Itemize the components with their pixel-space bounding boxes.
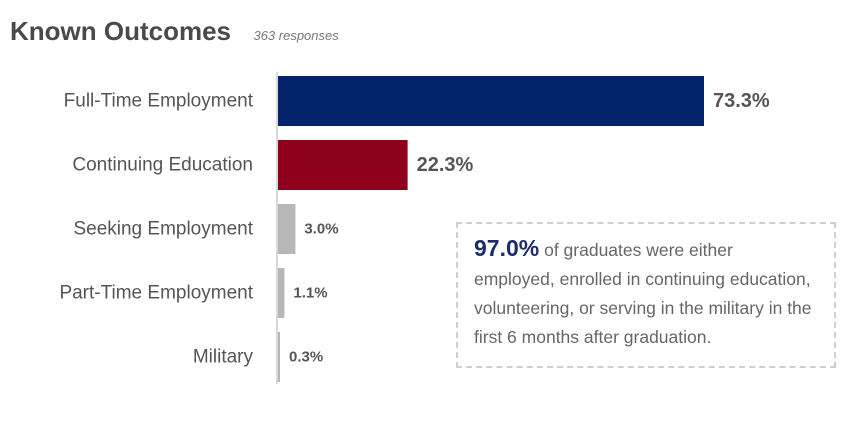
bar-0 [278,76,704,126]
category-label-0: Full-Time Employment [64,91,254,112]
category-label-1: Continuing Education [72,155,253,176]
category-label-3: Part-Time Employment [59,283,253,304]
bar-2 [278,204,296,254]
value-label-4: 0.3% [289,349,323,366]
chart-header: Known Outcomes 363 responses [10,16,339,52]
chart-title: Known Outcomes [10,16,232,46]
callout-text: of graduates were either employed, enrol… [474,240,812,347]
bar-3 [278,268,285,318]
callout-highlight: 97.0% [474,235,540,261]
summary-callout: 97.0% of graduates were either employed,… [456,222,836,368]
bar-4 [278,332,280,382]
category-label-4: Military [193,347,254,368]
response-count: 363 responses [253,28,339,43]
value-label-0: 73.3% [713,90,770,112]
value-label-1: 22.3% [417,154,474,176]
bar-1 [278,140,408,190]
value-label-2: 3.0% [304,221,338,238]
value-label-3: 1.1% [293,285,327,302]
category-label-2: Seeking Employment [73,219,253,240]
